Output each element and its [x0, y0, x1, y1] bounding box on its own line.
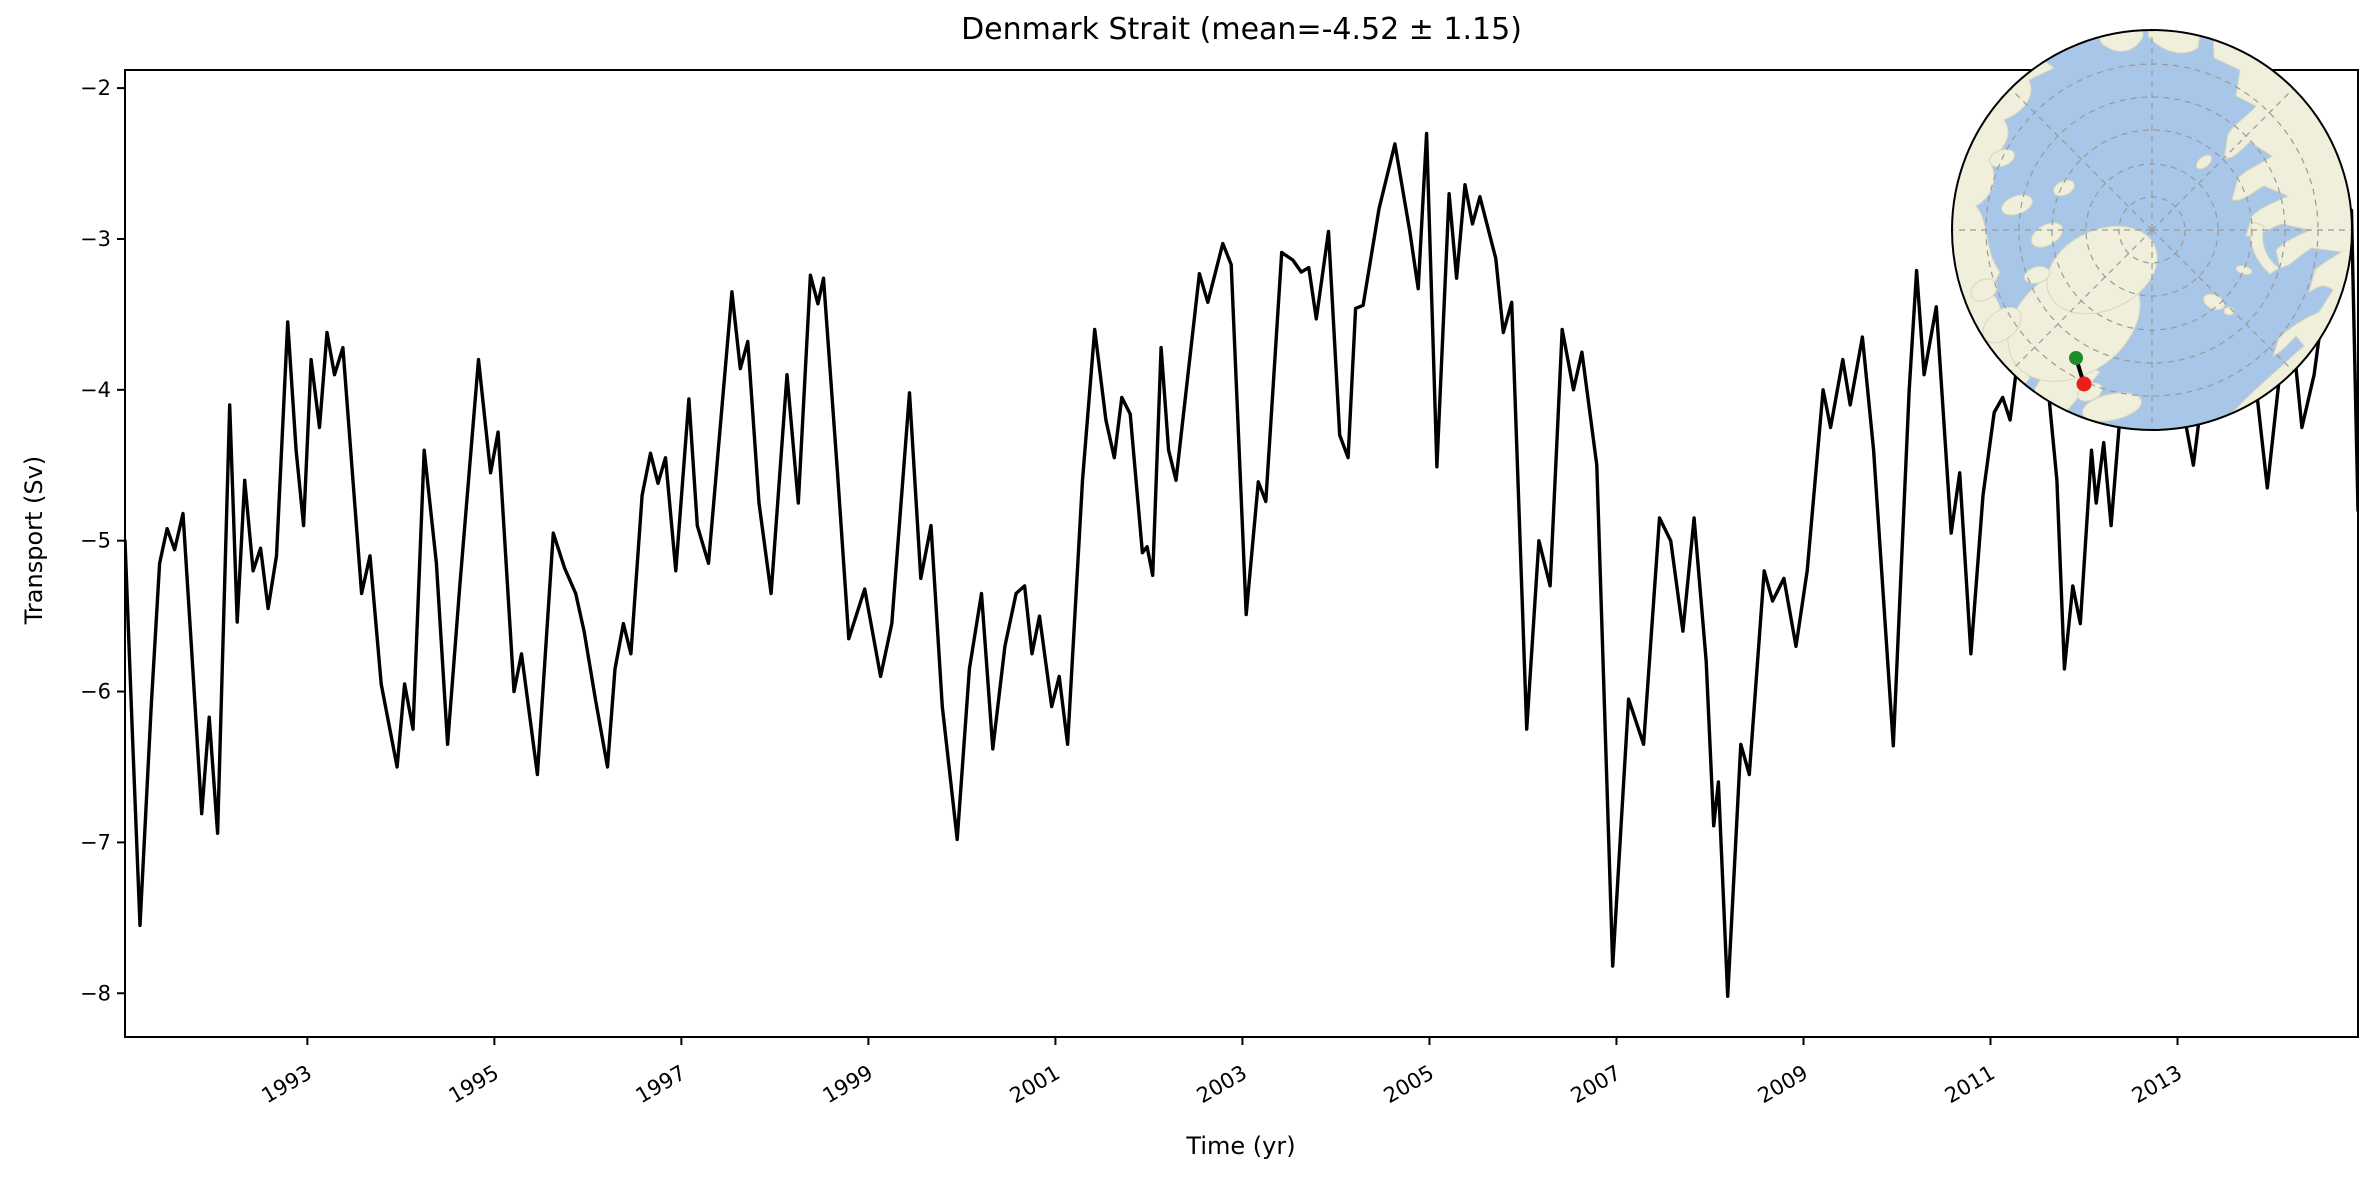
inset-landmass — [2195, 154, 2213, 170]
x-tick-label: 1995 — [445, 1061, 503, 1109]
y-axis-label: Transport (Sv) — [20, 455, 48, 625]
x-tick-label: 2013 — [2128, 1061, 2186, 1109]
section-end-north-marker — [2069, 351, 2083, 365]
y-axis-ticks: −2 −3 −4 −5 −6 −7 −8 — [80, 76, 125, 1005]
chart-title: Denmark Strait (mean=-4.52 ± 1.15) — [961, 12, 1522, 47]
x-tick-label: 1999 — [819, 1061, 877, 1109]
x-tick-label: 2001 — [1006, 1061, 1064, 1109]
inset-landmass — [2147, 30, 2205, 54]
x-tick-label: 2003 — [1193, 1061, 1251, 1109]
y-tick-label: −6 — [80, 680, 111, 704]
y-tick-label: −8 — [80, 981, 111, 1005]
inset-border — [1951, 29, 2353, 431]
x-axis-label: Time (yr) — [1186, 1132, 1296, 1160]
inset-landmass — [2249, 221, 2280, 275]
section-end-south-marker — [2076, 376, 2092, 392]
y-tick-label: −3 — [80, 227, 111, 251]
inset-landmass — [2085, 30, 2144, 52]
inset-landmass — [1970, 278, 1998, 302]
x-tick-label: 2005 — [1380, 1061, 1438, 1109]
inset-landmass — [2023, 266, 2051, 284]
x-tick-label: 1997 — [632, 1061, 690, 1109]
x-tick-label: 2007 — [1567, 1061, 1625, 1109]
inset-landmass — [2053, 179, 2075, 197]
y-tick-label: −5 — [80, 529, 111, 553]
x-tick-label: 2011 — [1941, 1061, 1999, 1109]
y-tick-label: −7 — [80, 830, 111, 854]
x-tick-label: 1993 — [258, 1061, 316, 1109]
inset-landmass — [2030, 222, 2064, 248]
x-tick-label: 2009 — [1754, 1061, 1812, 1109]
y-tick-label: −4 — [80, 378, 111, 402]
inset-map — [1951, 29, 2353, 431]
inset-graticule — [1952, 30, 2352, 430]
data-line — [125, 131, 2358, 998]
x-axis-ticks: 1993 1995 1997 1999 2001 2003 2005 2007 2009 2011… — [258, 1037, 2186, 1108]
inset-landmass — [2082, 392, 2142, 422]
y-tick-label: −2 — [80, 76, 111, 100]
